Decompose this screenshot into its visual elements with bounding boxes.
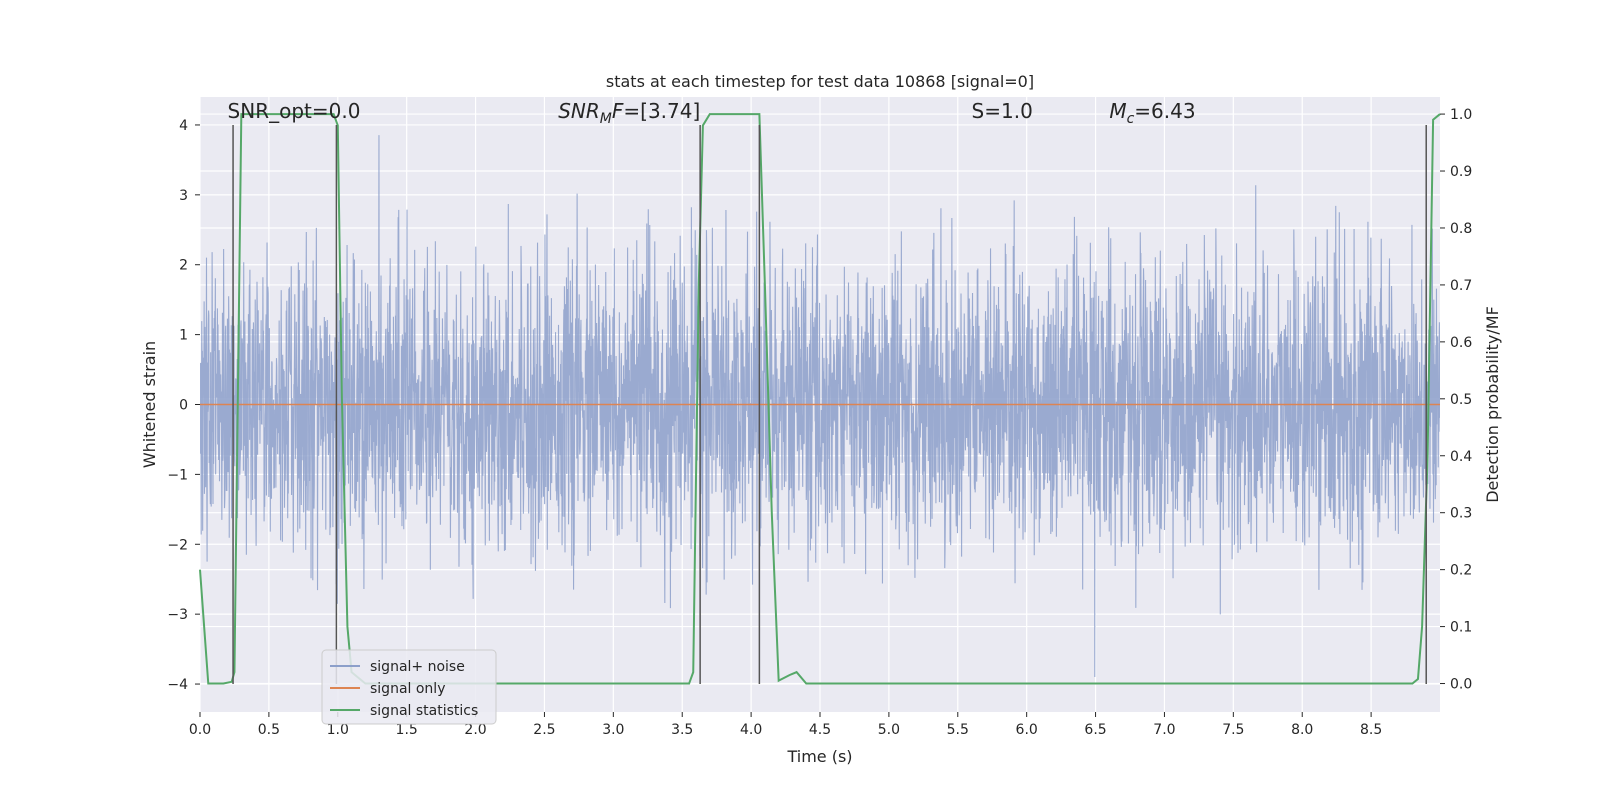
x-tick-label: 7.5 [1222, 722, 1244, 738]
y-tick-label-left: 3 [179, 188, 188, 204]
y-tick-label-right: 0.8 [1450, 221, 1472, 237]
y-tick-label-right: 0.6 [1450, 335, 1472, 351]
y-tick-label-right: 0.2 [1450, 563, 1472, 579]
x-tick-label: 6.5 [1084, 722, 1106, 738]
annotation-2: SNRMF=[3.74] [558, 99, 700, 127]
y-tick-label-left: −1 [167, 467, 188, 483]
x-tick-label: 1.5 [396, 722, 418, 738]
y-tick-label-left: 1 [179, 328, 188, 344]
y-tick-label-left: −4 [167, 677, 188, 693]
y-axis-label-right: Detection probability/MF [1483, 306, 1502, 503]
y-tick-label-left: 0 [179, 398, 188, 414]
x-tick-label: 3.5 [671, 722, 693, 738]
x-tick-label: 7.0 [1153, 722, 1175, 738]
y-tick-label-right: 0.5 [1450, 392, 1472, 408]
legend-box [321, 649, 497, 725]
annotation-3: S=1.0 [972, 99, 1033, 123]
y-tick-label-right: 0.3 [1450, 506, 1472, 522]
legend-label: signal+ noise [370, 659, 465, 675]
y-tick-label-right: 0.4 [1450, 449, 1472, 465]
x-tick-label: 2.0 [464, 722, 486, 738]
x-tick-label: 0.5 [258, 722, 280, 738]
x-tick-label: 8.5 [1360, 722, 1382, 738]
x-axis-label: Time (s) [786, 747, 852, 766]
x-tick-label: 0.0 [189, 722, 211, 738]
legend-label: signal statistics [370, 703, 478, 719]
x-tick-label: 4.5 [809, 722, 831, 738]
x-tick-label: 2.5 [533, 722, 555, 738]
y-tick-label-right: 1.0 [1450, 107, 1472, 123]
y-tick-label-right: 0.0 [1450, 677, 1472, 693]
y-axis-label-left: Whitened strain [140, 341, 159, 468]
y-tick-label-right: 0.9 [1450, 164, 1472, 180]
x-tick-label: 5.5 [947, 722, 969, 738]
y-tick-label-right: 0.7 [1450, 278, 1472, 294]
y-tick-label-right: 0.1 [1450, 620, 1472, 636]
y-tick-label-left: 4 [179, 118, 188, 134]
x-tick-label: 8.0 [1291, 722, 1313, 738]
chart-title: stats at each timestep for test data 108… [606, 72, 1034, 91]
x-tick-label: 6.0 [1016, 722, 1038, 738]
series-signal-noise [200, 135, 1440, 678]
y-tick-label-left: −3 [167, 607, 188, 623]
annotation-4: Mc=6.43 [1109, 99, 1195, 127]
x-tick-label: 1.0 [327, 722, 349, 738]
y-tick-label-left: 2 [179, 258, 188, 274]
x-tick-label: 5.0 [878, 722, 900, 738]
x-tick-label: 4.0 [740, 722, 762, 738]
legend-label: signal only [370, 681, 445, 697]
y-tick-label-left: −2 [167, 537, 188, 553]
x-tick-label: 3.0 [602, 722, 624, 738]
annotation-1: SNR_opt=0.0 [228, 99, 361, 123]
